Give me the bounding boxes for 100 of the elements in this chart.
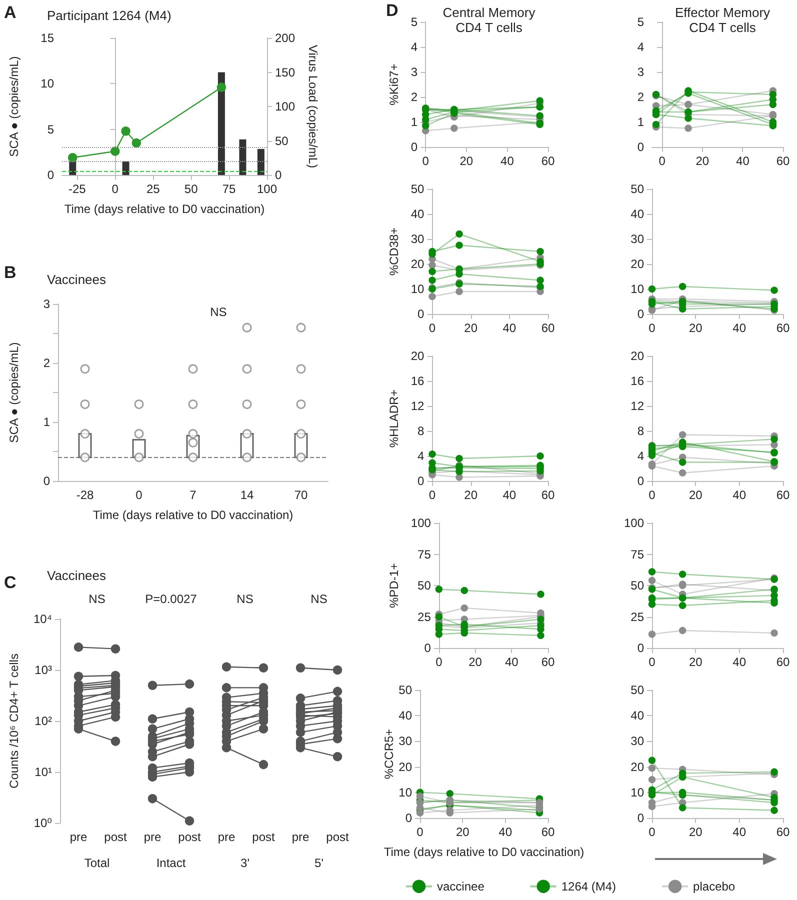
- x-tick-label: 60: [541, 321, 555, 335]
- y-tick-label: 0: [405, 811, 412, 825]
- y2-tick-label: 0: [275, 168, 282, 182]
- y-axis-title: %CCR5+: [382, 728, 396, 780]
- y-tick-label: 4: [637, 40, 644, 54]
- chart-title: Vaccinees: [47, 568, 107, 583]
- x-tick-label: -28: [76, 488, 94, 502]
- y2-tick-label: 50: [275, 134, 289, 148]
- y-axis-title: %PD-1+: [387, 562, 401, 608]
- y2-axis-title: Virus Load (copies/mL): [306, 44, 320, 168]
- y-tick-label: 100: [624, 516, 644, 530]
- legend-label: vaccinee: [437, 879, 485, 894]
- y-tick-label: 12: [630, 399, 644, 413]
- x-tick-label: 40: [732, 321, 746, 335]
- x-tick-label: post: [178, 830, 202, 844]
- y-tick-label: 15: [40, 31, 54, 45]
- y-tick-label: 0: [47, 168, 54, 182]
- x-tick-label: 100: [256, 182, 278, 196]
- y-tick-label: 20: [630, 760, 644, 774]
- y-tick-label: 8: [637, 424, 644, 438]
- y-tick-label: 10²: [34, 714, 52, 728]
- y-tick-label: 1: [410, 115, 418, 129]
- y-tick-label: 10⁰: [34, 816, 52, 830]
- y-tick-label: 2: [410, 90, 418, 104]
- x-tick-label: pre: [292, 830, 310, 844]
- y-tick-label: 40: [630, 708, 644, 723]
- y-tick-label: 12: [410, 399, 425, 413]
- y-tick-label: 40: [630, 207, 644, 221]
- y-tick-label: 16: [410, 374, 425, 388]
- y-tick-label: 10³: [34, 663, 52, 677]
- x-tick-label: post: [326, 830, 350, 844]
- x-tick-label: 20: [688, 488, 703, 502]
- y-tick-label: 1: [637, 115, 644, 129]
- y-tick-label: 10⁴: [33, 612, 52, 626]
- text: A: [4, 3, 16, 22]
- x-tick-label: 7: [190, 488, 197, 502]
- y-tick-label: 0: [418, 307, 425, 321]
- y-tick-label: 30: [630, 232, 644, 246]
- x-tick-label: 0: [648, 825, 656, 839]
- x-tick-label: 60: [541, 655, 555, 669]
- x-tick-label: 60: [776, 655, 790, 669]
- y-tick-label: 20: [630, 257, 644, 271]
- y-tick-label: 5: [47, 122, 54, 136]
- y-tick-label: 20: [630, 349, 644, 363]
- x-tick-label: 60: [541, 825, 555, 839]
- y-tick-label: 10: [630, 785, 644, 800]
- y-tick-label: 20: [410, 349, 425, 363]
- x-tick-label: 40: [502, 488, 516, 502]
- y-tick-label: 3: [410, 65, 418, 79]
- y-tick-label: 4: [410, 40, 418, 54]
- legend-label: 1264 (M4): [561, 879, 616, 894]
- y-tick-label: 0: [43, 474, 50, 488]
- x-tick-label: 60: [776, 321, 790, 335]
- y-axis-title: %CD38+: [387, 227, 401, 276]
- y-tick-label: 10: [40, 76, 54, 91]
- y2-tick-label: 100: [275, 100, 296, 114]
- x-tick-label: 50: [184, 182, 198, 196]
- y-tick-label: 0: [637, 641, 644, 655]
- text: D: [386, 1, 398, 20]
- x-tick-label: 20: [464, 488, 478, 502]
- x-axis-title: Time (days relative to D0 vaccination): [64, 202, 265, 216]
- text: P=0.0027: [145, 592, 198, 606]
- y-tick-label: 4: [637, 449, 644, 463]
- x-axis-title: Time (days relative to D0 vaccination): [92, 508, 294, 522]
- y-tick-label: 40: [410, 207, 425, 221]
- y-tick-label: 0: [637, 140, 644, 154]
- y-tick-label: 30: [410, 232, 425, 246]
- x-axis-title: Time (days relative to D0 vaccination): [384, 845, 584, 859]
- x-tick-label: pre: [218, 830, 236, 844]
- x-tick-label: 0: [648, 321, 656, 335]
- text: Intact: [156, 856, 186, 870]
- x-tick-label: 40: [732, 825, 746, 839]
- y-tick-label: 3: [637, 65, 644, 79]
- y-tick-label: 10: [410, 282, 425, 296]
- text: NS: [310, 592, 328, 606]
- x-tick-label: -25: [68, 182, 86, 196]
- x-tick-label: 40: [502, 321, 516, 335]
- x-tick-label: 20: [688, 655, 703, 669]
- y-tick-label: 2: [637, 90, 644, 104]
- x-tick-label: 0: [112, 182, 119, 196]
- x-tick-label: 20: [468, 655, 482, 669]
- x-tick-label: 70: [294, 488, 308, 502]
- y-tick-label: 0: [424, 641, 432, 655]
- x-tick-label: 20: [456, 825, 470, 839]
- annotation: NS: [210, 305, 227, 319]
- text: NS: [236, 592, 254, 606]
- y-tick-label: 20: [410, 257, 425, 271]
- text: B: [4, 263, 16, 282]
- x-tick-label: 60: [541, 154, 555, 168]
- x-tick-label: 40: [736, 154, 750, 168]
- y-tick-label: 8: [418, 424, 425, 438]
- y2-tick-label: 200: [275, 31, 296, 45]
- y-axis-title: %Ki67+: [387, 64, 401, 106]
- x-tick-label: 40: [500, 154, 514, 168]
- y-tick-label: 1: [43, 415, 50, 429]
- y-tick-label: 10¹: [34, 765, 52, 779]
- x-tick-label: 75: [222, 182, 236, 196]
- x-tick-label: 20: [464, 321, 478, 335]
- chart-title: Participant 1264 (M4): [47, 8, 172, 23]
- x-tick-label: pre: [144, 830, 162, 844]
